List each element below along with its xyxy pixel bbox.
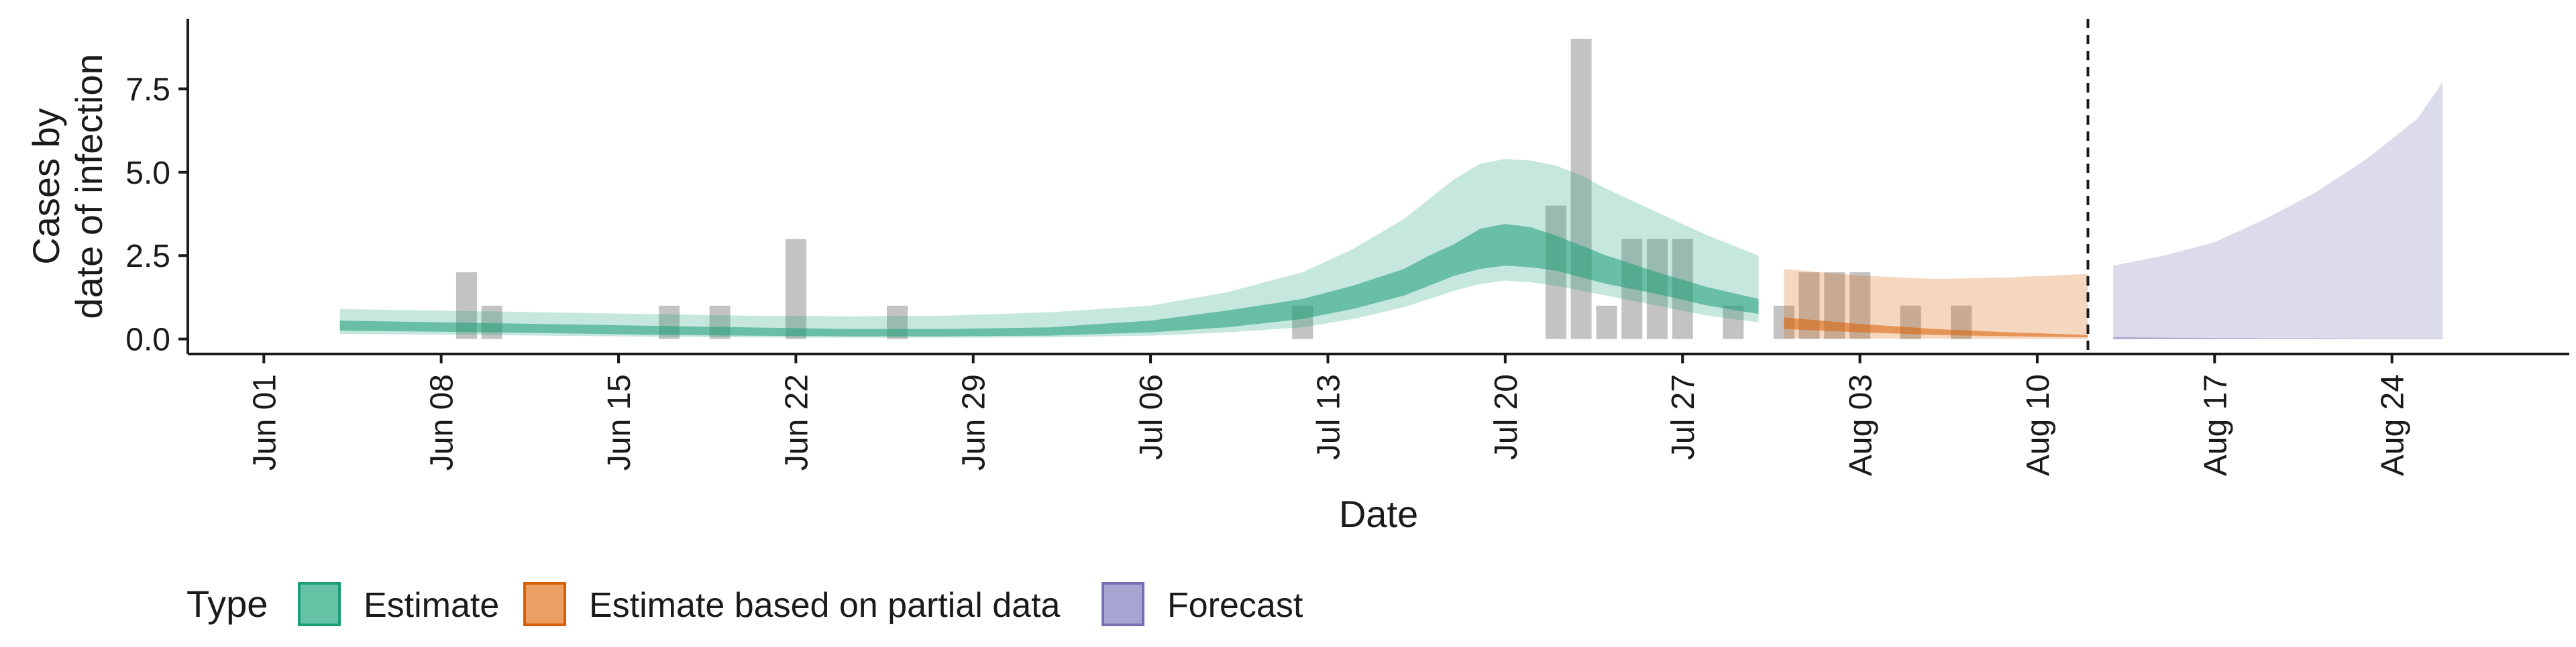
observed-case-bar-07-23: [1570, 38, 1592, 339]
x-tick-label: Jun 01: [247, 374, 282, 471]
legend-key-0: [298, 582, 341, 626]
forecast-50-ribbon: [2113, 337, 2443, 339]
x-tick-label: Jul 27: [1666, 374, 1701, 460]
legend-label-2: Forecast: [1167, 586, 1303, 625]
legend: Type Estimate Estimate based on partial da…: [186, 582, 1303, 626]
partial-50-ribbon: [1784, 317, 2088, 338]
axes-layer: 0.0 2.5 5.0 7.5 Jun 01 Jun 08 Jun 15 Jun 22 Jun …: [25, 19, 2569, 535]
observed-case-bar-06-22: [785, 239, 806, 339]
y-axis-title-line: date of infection: [68, 54, 110, 318]
y-tick-label: 0.0: [125, 322, 170, 358]
observed-case-bar-07-24: [1596, 305, 1617, 339]
x-tick-label: Jun 15: [602, 374, 637, 471]
x-tick-label: Aug 10: [2021, 374, 2056, 476]
x-tick-label: Jun 08: [425, 374, 460, 471]
legend-label-0: Estimate: [364, 586, 499, 625]
x-tick-label: Jun 22: [779, 374, 814, 471]
x-tick-label: Aug 03: [1843, 374, 1879, 476]
observed-cases-layer: [455, 38, 1972, 339]
ribbon-layer: [339, 82, 2443, 339]
x-tick-label: Jul 13: [1311, 374, 1346, 460]
y-tick-label: 7.5: [125, 72, 170, 107]
legend-key-1: [523, 582, 566, 626]
x-axis-title: Date: [1339, 493, 1418, 535]
partial-90-ribbon: [1784, 269, 2088, 339]
y-tick-label: 2.5: [125, 239, 170, 274]
y-tick-label: 5.0: [125, 156, 170, 191]
observed-case-bar-07-29: [1723, 305, 1744, 339]
legend-label-1: Estimate based on partial data: [589, 586, 1061, 625]
estimate-50-ribbon: [339, 224, 1759, 337]
observed-case-bar-06-10: [481, 305, 502, 339]
y-axis-title-line: Cases by: [25, 108, 67, 264]
forecast-90-ribbon: [2113, 82, 2443, 339]
x-tick-label: Jul 20: [1489, 374, 1524, 460]
x-tick-label: Jul 06: [1134, 374, 1169, 460]
x-tick-label: Jun 29: [957, 374, 992, 471]
x-tick-label: Aug 24: [2375, 374, 2411, 476]
x-tick-label: Aug 17: [2198, 374, 2233, 476]
legend-title: Type: [186, 583, 268, 625]
legend-key-2: [1102, 582, 1144, 626]
